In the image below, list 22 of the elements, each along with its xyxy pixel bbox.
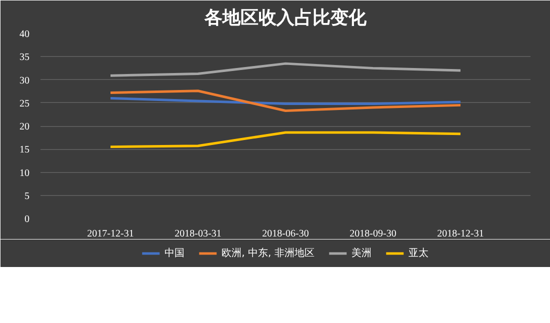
x-tick-label: 2017-12-31 [87, 228, 134, 240]
y-tick-label: 0 [24, 214, 30, 225]
x-tick-label: 2018-09-30 [350, 228, 396, 240]
legend-label: 中国 [164, 246, 185, 260]
y-tick-label: 30 [20, 75, 30, 86]
y-tick-label: 35 [20, 52, 30, 64]
y-tick-label: 10 [20, 168, 30, 179]
y-tick-label: 40 [20, 29, 30, 40]
x-tick-label: 2018-12-31 [437, 228, 484, 240]
y-tick-label: 15 [20, 144, 30, 156]
legend-label: 欧洲, 中东, 非洲地区 [222, 246, 314, 260]
x-tick-label: 2018-03-31 [174, 228, 222, 240]
line-series [109, 90, 462, 112]
legend-label: 美洲 [351, 246, 372, 260]
y-tick-label: 25 [20, 98, 30, 110]
line-series [109, 62, 462, 77]
legend-label: 亚太 [408, 246, 428, 260]
x-tick-label: 2018-06-30 [262, 228, 309, 240]
y-tick-label: 5 [24, 190, 30, 202]
chart-title: 各地区收入占比变化 [204, 8, 368, 28]
y-tick-label: 20 [20, 122, 30, 132]
line-series [109, 131, 462, 148]
